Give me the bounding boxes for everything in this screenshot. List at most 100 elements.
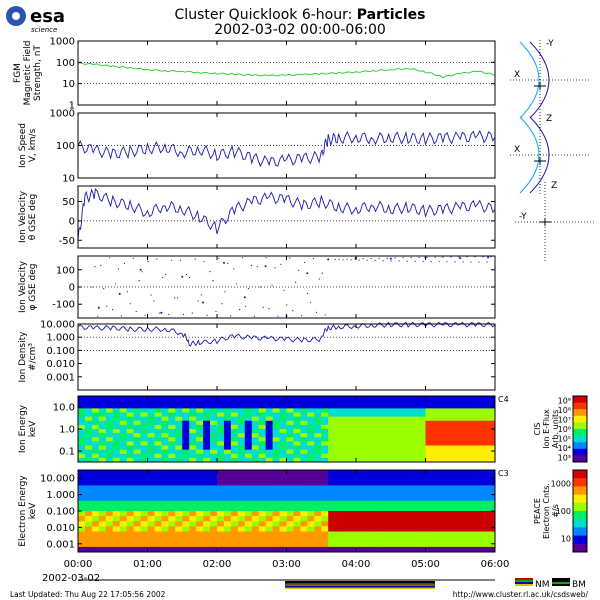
heatmap-cell <box>488 490 496 497</box>
heatmap-cell <box>126 408 135 414</box>
heatmap-cell <box>425 485 433 492</box>
data-point <box>144 314 146 316</box>
heatmap-cell <box>418 396 426 401</box>
heatmap-cell <box>154 475 162 481</box>
heatmap-cell <box>362 505 371 512</box>
footer-url[interactable]: http://www.cluster.rl.ac.uk/csdsweb/ <box>453 590 589 599</box>
heatmap-cell <box>460 400 468 405</box>
heatmap-cell <box>196 475 204 481</box>
heatmap-cell <box>244 495 253 502</box>
heatmap-cell <box>453 490 461 497</box>
heatmap-cell <box>286 495 294 502</box>
heatmap-cell <box>300 400 308 405</box>
heatmap-cell <box>362 531 371 538</box>
heatmap-cell <box>481 449 489 455</box>
heatmap-cell <box>230 531 239 538</box>
heatmap-cell <box>133 457 142 463</box>
heatmap-cell <box>251 400 260 405</box>
orbit-view3: -YZ <box>515 181 595 262</box>
heatmap-cell <box>286 500 294 507</box>
heatmap-cell <box>418 531 426 538</box>
heatmap-cell <box>321 420 329 426</box>
heatmap-cell <box>369 412 378 418</box>
heatmap-cell <box>376 475 385 481</box>
heatmap-cell <box>300 424 308 430</box>
heatmap-cell <box>383 416 392 422</box>
heatmap-cell <box>161 526 169 533</box>
heatmap-cell <box>112 470 121 476</box>
heatmap-cell <box>91 433 100 438</box>
heatmap-cell <box>439 424 447 430</box>
heatmap-cell <box>244 416 253 422</box>
heatmap-cell <box>425 470 433 476</box>
heatmap-cell <box>217 505 225 512</box>
heatmap-cell <box>237 531 246 538</box>
heatmap-cell <box>328 412 336 418</box>
heatmap-cell <box>425 437 433 442</box>
heatmap-cell <box>362 500 371 507</box>
heatmap-cell <box>425 495 433 502</box>
heatmap-cell <box>335 441 343 447</box>
heatmap-cell <box>203 412 211 418</box>
heatmap-cell <box>272 457 281 463</box>
heatmap-cell <box>300 511 308 517</box>
heatmap-cell <box>293 400 301 405</box>
heatmap-cell <box>418 490 426 497</box>
heatmap-cell <box>453 485 461 492</box>
heatmap-cell <box>168 396 176 401</box>
heatmap-cell <box>397 441 406 447</box>
heatmap-cell <box>432 429 440 434</box>
heatmap-cell <box>119 437 128 442</box>
heatmap-cell <box>91 408 100 414</box>
heatmap-cell <box>369 541 378 548</box>
data-point <box>236 283 238 285</box>
heatmap-cell <box>342 408 350 414</box>
heatmap-cell <box>105 424 114 430</box>
heatmap-cell <box>175 453 183 459</box>
heatmap-cell <box>230 457 239 463</box>
heatmap-cell <box>307 433 315 438</box>
heatmap-cell <box>383 424 392 430</box>
heatmap-cell <box>168 441 176 447</box>
heatmap-cell <box>286 470 294 476</box>
heatmap-cell <box>140 429 148 434</box>
heatmap-cell <box>182 400 190 405</box>
heatmap-cell <box>230 490 239 497</box>
heatmap-cell <box>119 470 128 476</box>
heatmap-cell <box>244 445 253 451</box>
heatmap-cell <box>335 531 343 538</box>
heatmap-cell <box>140 424 148 430</box>
ion_speed-ylabel-line: Ion Speed <box>18 123 28 168</box>
heatmap-cell <box>272 412 281 418</box>
heatmap-cell <box>230 449 239 455</box>
heatmap-cell <box>467 536 475 543</box>
heatmap-cell <box>488 420 496 426</box>
heatmap-cell <box>91 424 100 430</box>
data-point <box>277 315 279 317</box>
heatmap-cell <box>112 400 121 405</box>
heatmap-cell <box>251 429 260 434</box>
heatmap-cell <box>133 453 142 459</box>
heatmap-cell <box>258 445 267 451</box>
heatmap-cell <box>272 445 281 451</box>
heatmap-cell <box>223 404 232 409</box>
heatmap-cell <box>91 505 100 512</box>
heatmap-cell <box>189 449 197 455</box>
heatmap-cell <box>293 500 301 507</box>
heatmap-cell <box>286 445 294 451</box>
heatmap-cell <box>335 516 343 522</box>
heatmap-cell <box>105 396 114 401</box>
heatmap-cell <box>223 531 232 538</box>
heatmap-cell <box>425 536 433 543</box>
heatmap-cell <box>293 408 301 414</box>
heatmap-cell <box>272 449 281 455</box>
colorbar-tick: 10⁴ <box>558 444 571 453</box>
heatmap-cell <box>168 429 176 434</box>
heatmap-cell <box>161 475 169 481</box>
heatmap-cell <box>411 541 420 548</box>
heatmap-cell <box>210 511 218 517</box>
heatmap-cell <box>279 521 287 527</box>
heatmap-cell <box>91 490 100 497</box>
heatmap-cell <box>481 404 489 409</box>
